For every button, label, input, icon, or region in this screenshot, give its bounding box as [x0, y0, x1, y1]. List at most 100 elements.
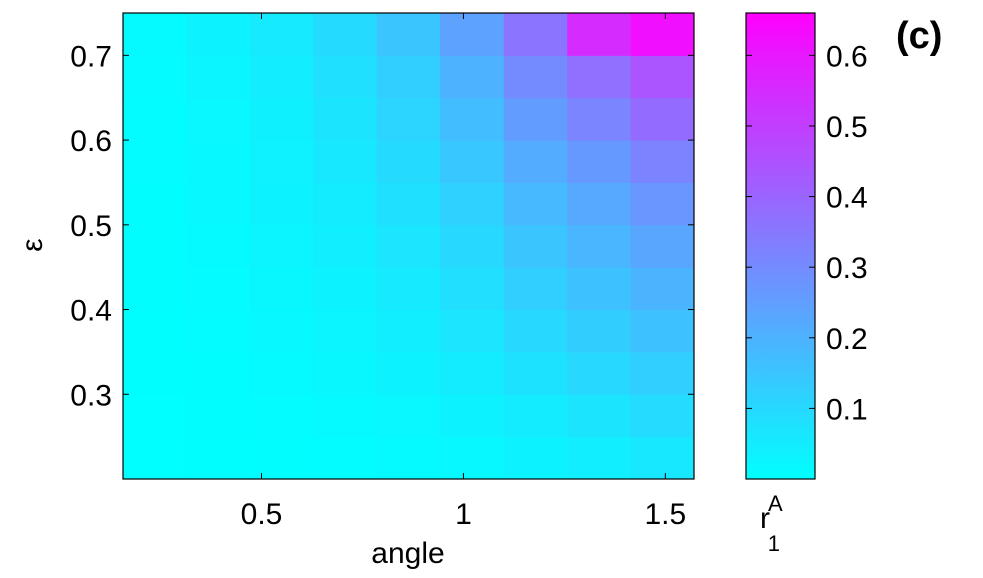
heatmap-cell — [313, 394, 378, 438]
x-axis-title: angle — [371, 537, 444, 570]
heatmap-cell — [567, 394, 632, 438]
colorbar-tick-label: 0.3 — [826, 252, 868, 285]
y-tick-label: 0.6 — [70, 125, 112, 158]
heatmap-cell — [503, 436, 568, 480]
x-tick-label: 1.5 — [644, 498, 686, 531]
colorbar-title-sup: A — [768, 491, 783, 516]
heatmap-cell — [376, 13, 441, 56]
heatmap-cell — [123, 351, 187, 395]
heatmap-cell — [439, 97, 505, 141]
heatmap-cell — [313, 140, 378, 183]
heatmap-cell — [313, 224, 378, 268]
heatmap-cell — [123, 55, 187, 99]
heatmap-cell — [630, 55, 695, 99]
heatmap-cell — [439, 267, 505, 311]
plot-frame — [122, 12, 695, 480]
heatmap-cell — [630, 309, 695, 353]
heatmap-cell — [249, 309, 314, 353]
heatmap-cell — [503, 309, 568, 353]
colorbar-tick-label: 0.6 — [826, 40, 868, 73]
heatmap-cell — [630, 182, 695, 226]
heatmap-cell — [123, 267, 187, 311]
heatmap-cell — [439, 55, 505, 99]
heatmap-cell — [249, 182, 314, 226]
heatmap-cell — [630, 436, 695, 480]
heatmap-cell — [186, 55, 251, 99]
heatmap-cell — [630, 97, 695, 141]
heatmap-cell — [567, 97, 632, 141]
heatmap-cell — [630, 267, 695, 311]
heatmap-cell — [503, 224, 568, 268]
heatmap-cell — [630, 224, 695, 268]
heatmap-cell — [249, 394, 314, 438]
heatmap-cell — [439, 224, 505, 268]
colorbar-tick-label: 0.4 — [826, 182, 868, 215]
heatmap-cell — [249, 224, 314, 268]
heatmap-cell — [186, 97, 251, 141]
heatmap-cell — [249, 13, 314, 56]
heatmap-cell — [313, 182, 378, 226]
x-tick-label: 1 — [455, 498, 472, 531]
heatmap-cell — [503, 267, 568, 311]
heatmap-cell — [503, 97, 568, 141]
heatmap-cell — [186, 436, 251, 480]
y-tick-label: 0.7 — [70, 40, 112, 73]
heatmap-cell — [567, 267, 632, 311]
heatmap-cell — [123, 182, 187, 226]
colorbar-title: rA 1 — [760, 491, 783, 556]
heatmap-cell — [376, 436, 441, 480]
colorbar-axis: 0.1 0.2 0.3 0.4 0.5 0.6 — [746, 40, 868, 426]
heatmap-cell — [186, 13, 251, 56]
heatmap-cell — [503, 140, 568, 183]
y-tick-label: 0.3 — [70, 379, 112, 412]
heatmap-cell — [439, 436, 505, 480]
heatmap-cell — [249, 97, 314, 141]
heatmap-cell — [249, 267, 314, 311]
heatmap-cell — [376, 182, 441, 226]
colorbar-title-base: r — [760, 502, 770, 535]
heatmap-cell — [313, 309, 378, 353]
heatmap-cell — [567, 351, 632, 395]
heatmap-cell — [439, 309, 505, 353]
heatmap-cell — [123, 394, 187, 438]
heatmap-cell — [186, 140, 251, 183]
heatmap-cell — [123, 224, 187, 268]
colorbar-tick-label: 0.5 — [826, 111, 868, 144]
heatmap-cell — [249, 351, 314, 395]
heatmap-cell — [567, 55, 632, 99]
heatmap-cell — [503, 394, 568, 438]
panel-label: (c) — [896, 15, 942, 57]
heatmap-cell — [186, 351, 251, 395]
heatmap-cell — [567, 140, 632, 183]
heatmap-cell — [567, 224, 632, 268]
heatmap-cell — [630, 394, 695, 438]
heatmap-cell — [249, 55, 314, 99]
heatmap-cell — [567, 309, 632, 353]
heatmap-cell — [503, 351, 568, 395]
heatmap-cell — [186, 394, 251, 438]
heatmap-cell — [313, 97, 378, 141]
heatmap-cell — [630, 351, 695, 395]
heatmap-cell — [503, 55, 568, 99]
heatmap-cell — [376, 224, 441, 268]
heatmap-cell — [249, 140, 314, 183]
heatmap-cell — [313, 267, 378, 311]
heatmap-cell — [567, 13, 632, 56]
heatmap-cell — [313, 351, 378, 395]
heatmap-cell — [439, 182, 505, 226]
colorbar-tick-label: 0.1 — [826, 393, 868, 426]
heatmap-cell — [567, 182, 632, 226]
heatmap-cell — [630, 140, 695, 183]
heatmap-cell — [313, 55, 378, 99]
heatmap-cell — [376, 309, 441, 353]
heatmap-cell — [123, 13, 187, 56]
colorbar — [745, 12, 816, 480]
heatmap-cell — [123, 140, 187, 183]
heatmap-cell — [376, 394, 441, 438]
heatmap-cell — [186, 224, 251, 268]
y-tick-label: 0.5 — [70, 210, 112, 243]
heatmap-cell — [567, 436, 632, 480]
heatmap-cell — [249, 436, 314, 480]
heatmap-cell — [123, 309, 187, 353]
